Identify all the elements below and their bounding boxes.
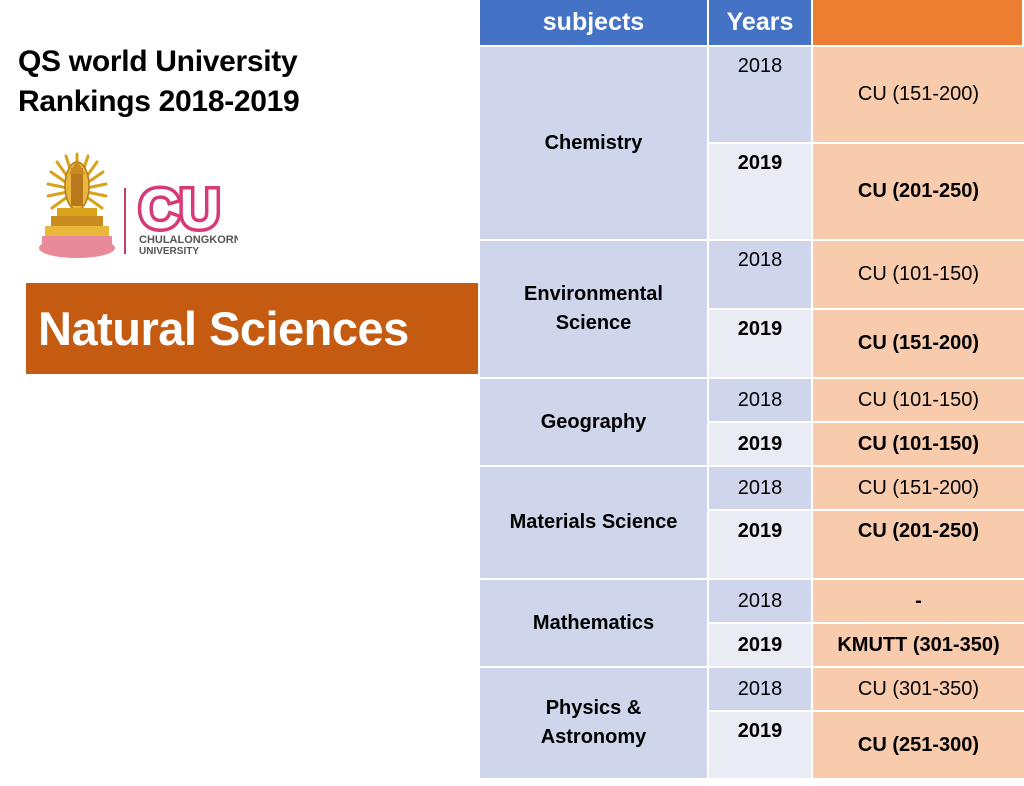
subject-chemistry: Chemistry (480, 47, 709, 241)
year-2018: 2018 (709, 47, 813, 144)
chulalongkorn-logo: CU CHULALONGKORN UNIVERSITY (39, 152, 238, 258)
year-2019: 2019 (709, 511, 813, 580)
rank-2019: CU (201-250) (813, 144, 1024, 241)
rank-2018: CU (101-150) (813, 379, 1024, 423)
rank-2019: CU (251-300) (813, 712, 1024, 780)
subject-mathematics: Mathematics (480, 580, 709, 668)
header-subjects: subjects (480, 0, 709, 45)
title-line-2: Rankings 2018-2019 (18, 85, 300, 118)
year-2019: 2019 (709, 712, 813, 780)
year-2018: 2018 (709, 580, 813, 624)
subject-geography: Geography (480, 379, 709, 467)
title-line-1: QS world University (18, 45, 298, 78)
rank-2018: CU (101-150) (813, 241, 1024, 310)
subject-environmental-science: Environmental Science (480, 241, 709, 379)
year-2018: 2018 (709, 467, 813, 511)
subject-materials-science: Materials Science (480, 467, 709, 580)
header-years: Years (709, 0, 813, 45)
year-2018: 2018 (709, 668, 813, 712)
rank-2019: KMUTT (301-350) (813, 624, 1024, 668)
rank-2018: CU (151-200) (813, 467, 1024, 511)
rank-2018: - (813, 580, 1024, 624)
year-2018: 2018 (709, 241, 813, 310)
year-2019: 2019 (709, 624, 813, 668)
year-2019: 2019 (709, 310, 813, 379)
section-banner: Natural Sciences (26, 283, 478, 374)
header-ranking (813, 0, 1024, 45)
logo-line-2: UNIVERSITY (139, 246, 199, 257)
year-2019: 2019 (709, 423, 813, 467)
year-2019: 2019 (709, 144, 813, 241)
year-2018: 2018 (709, 379, 813, 423)
rank-2018: CU (151-200) (813, 47, 1024, 144)
rank-2018: CU (301-350) (813, 668, 1024, 712)
rank-2019: CU (151-200) (813, 310, 1024, 379)
logo-line-1: CHULALONGKORN (139, 234, 238, 246)
rank-2019: CU (101-150) (813, 423, 1024, 467)
rank-2019: CU (201-250) (813, 511, 1024, 580)
subject-physics-astronomy: Physics & Astronomy (480, 668, 709, 780)
rankings-table: subjects Years Chemistry 2018 2019 CU (1… (480, 0, 1024, 780)
cu-wordmark: CU (139, 177, 220, 240)
page-title: QS world University Rankings 2018-2019 (18, 42, 458, 122)
emblem-icon (39, 152, 115, 258)
